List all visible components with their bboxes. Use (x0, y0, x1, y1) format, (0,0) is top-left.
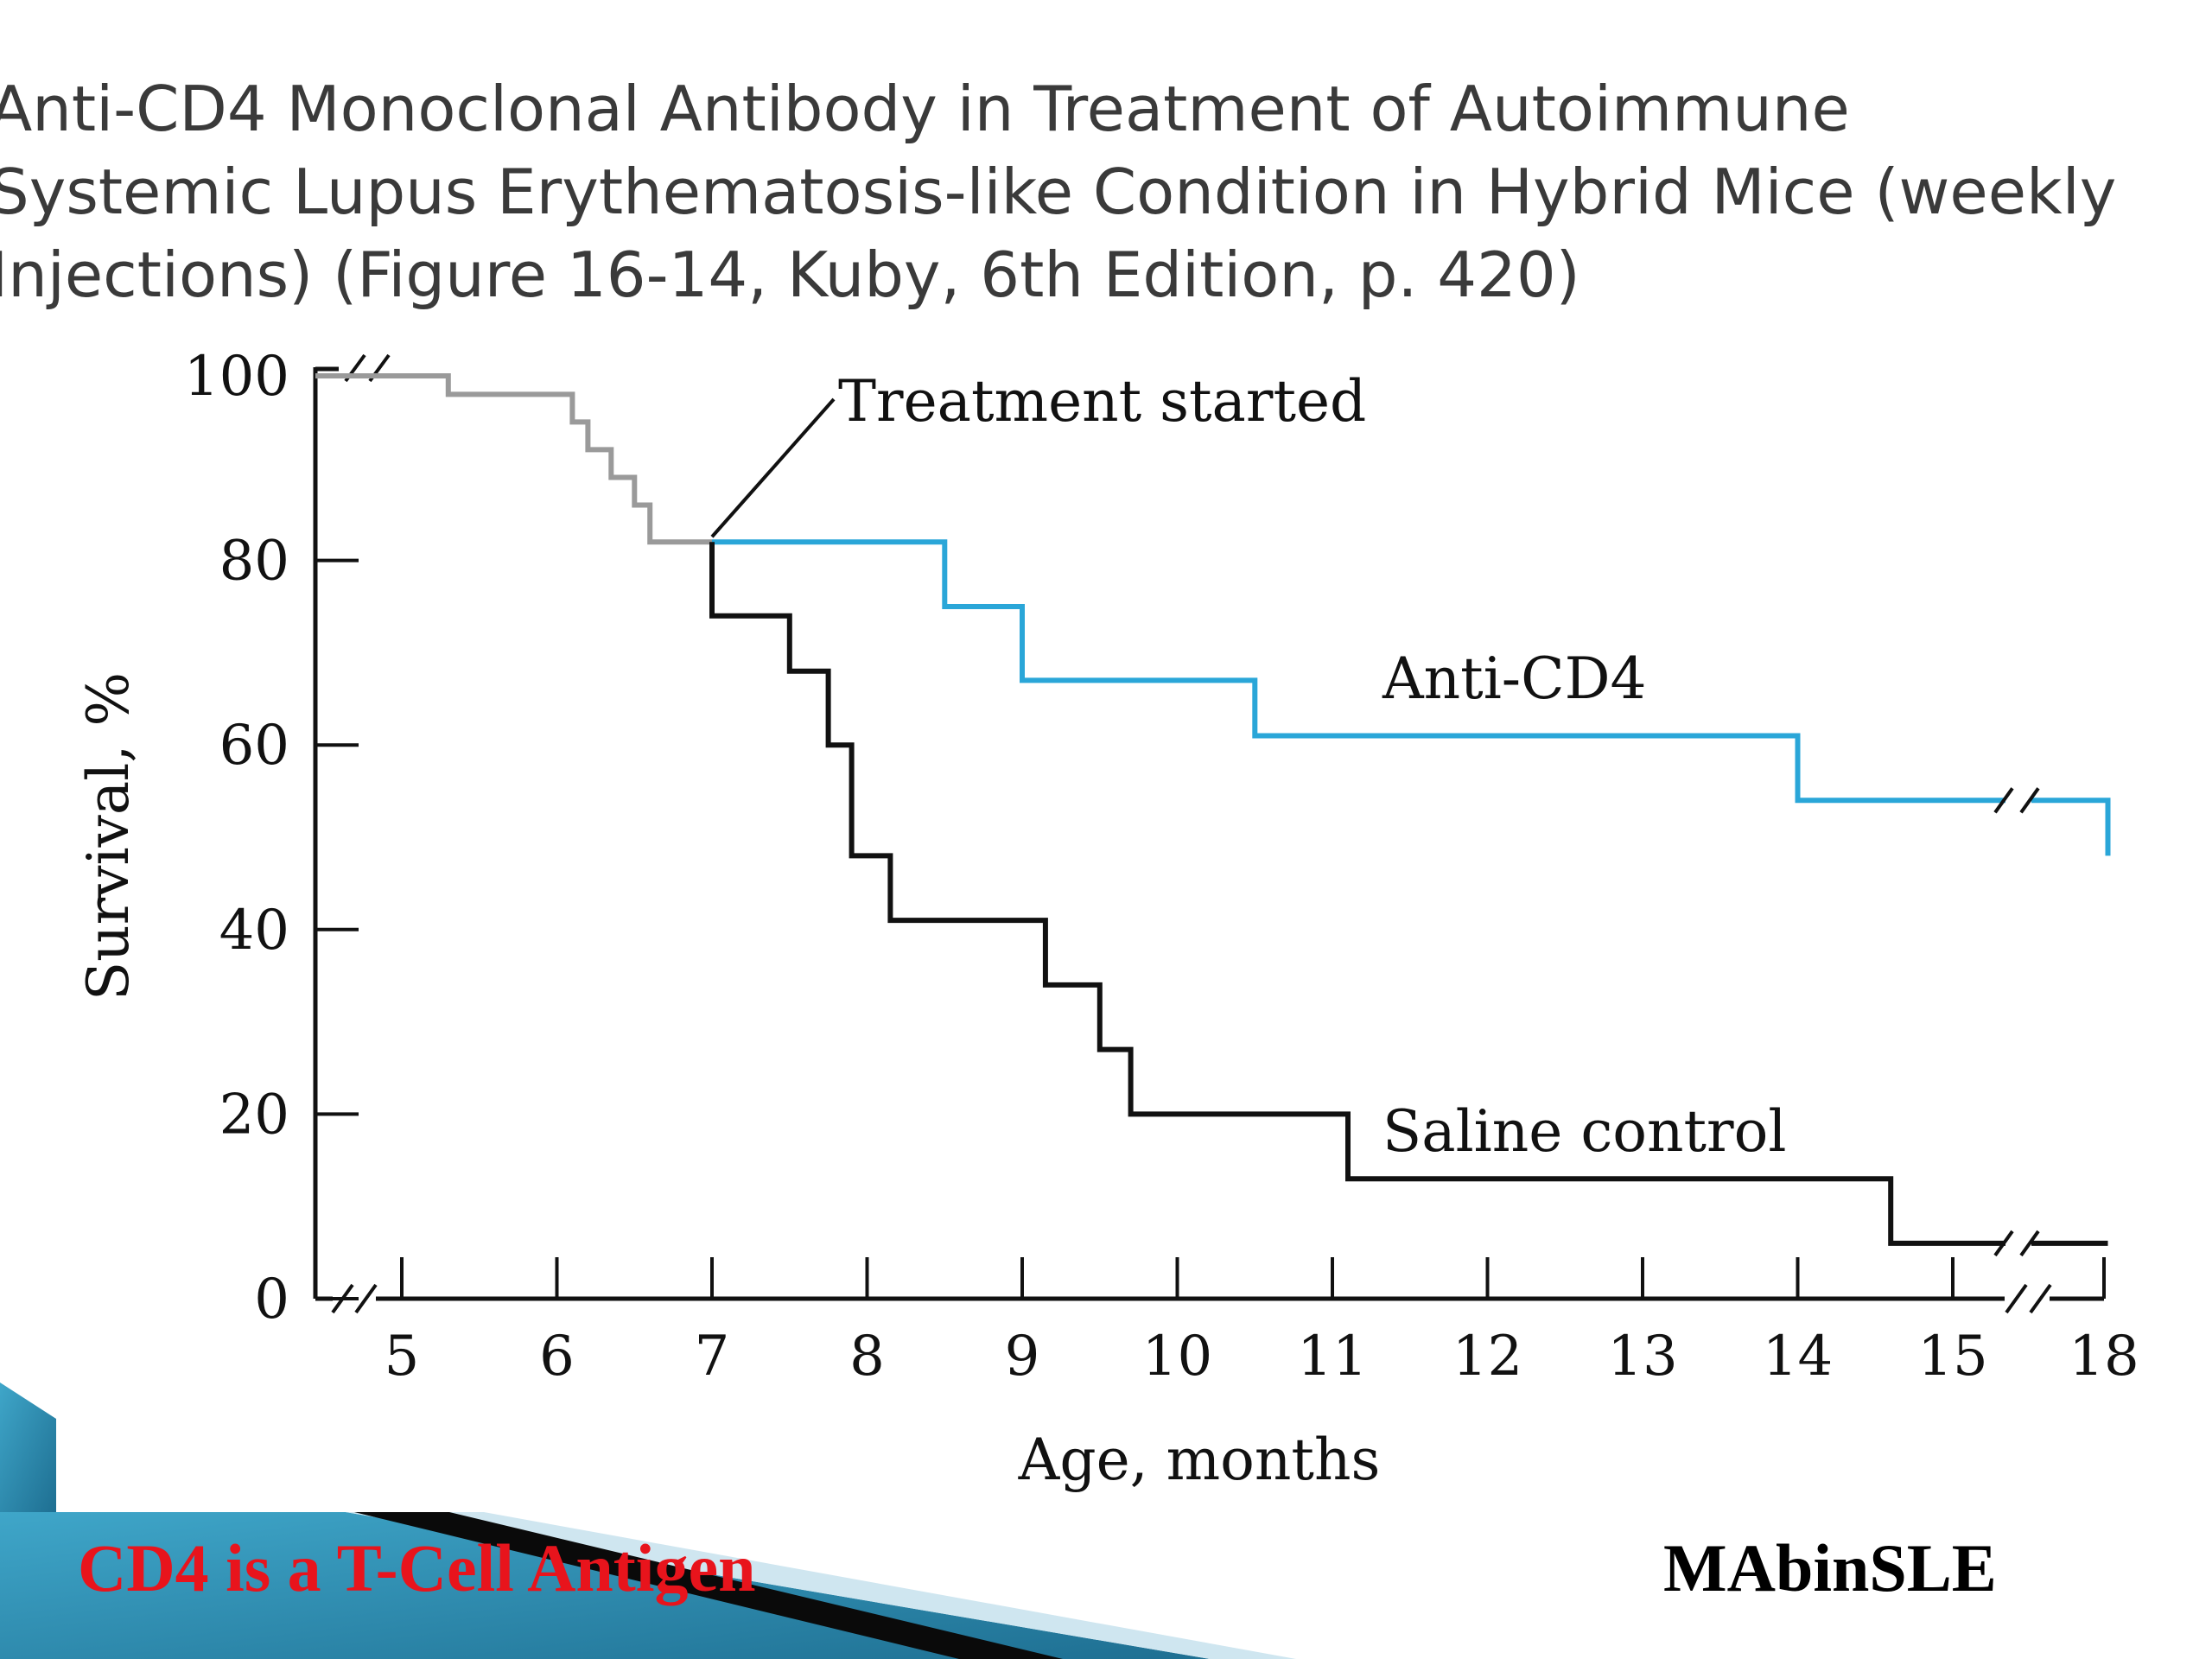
chart-series (315, 373, 2111, 1257)
x-break-mark (2005, 1283, 2028, 1314)
chart-labels: 0 20 40 60 80 100 5 6 7 8 9 10 11 12 13 14 15 18 Survival,… (75, 345, 2139, 1493)
x-tick-label: 5 (385, 1325, 420, 1389)
y-tick-label: 60 (219, 714, 289, 778)
y-tick-label: 20 (219, 1083, 289, 1147)
series-break-mark (1993, 787, 2014, 814)
slide-title: Anti-CD4 Monoclonal Antibody in Treatmen… (0, 67, 2212, 316)
x-tick-label: 14 (1763, 1325, 1833, 1389)
x-tick-label: 7 (695, 1325, 730, 1389)
x-tick-label: 6 (539, 1325, 575, 1389)
title-line-3: Injections) (Figure 16-14, Kuby, 6th Edi… (0, 238, 1580, 311)
x-tick-label: 10 (1142, 1325, 1212, 1389)
title-line-1: Anti-CD4 Monoclonal Antibody in Treatmen… (0, 73, 1850, 145)
chart-axes (313, 353, 2106, 1314)
x-tick-label: 8 (849, 1325, 885, 1389)
x-break-mark (354, 1283, 378, 1314)
y-axis-title: Survival, % (75, 672, 142, 1001)
series-saline-control (709, 542, 2108, 1246)
series-break-mark (2019, 787, 2040, 814)
x-tick-label: 15 (1917, 1325, 1987, 1389)
footer-tag: MAbinSLE (1663, 1530, 1997, 1605)
anti-cd4-label: Anti-CD4 (1382, 645, 1647, 712)
slide-decoration (0, 1382, 1296, 1659)
x-tick-label: 11 (1297, 1325, 1367, 1389)
x-tick-label: 9 (1005, 1325, 1040, 1389)
treatment-started-label: Treatment started (838, 368, 1366, 435)
series-pre-treatment (315, 373, 712, 545)
deco-blue-band (0, 1382, 56, 1512)
series-break-mark (1993, 1230, 2014, 1257)
x-break-mark (2029, 1283, 2052, 1314)
y-tick-label: 100 (184, 345, 289, 409)
footer-caption: CD4 is a T-Cell Antigen (78, 1530, 756, 1605)
x-tick-label: 12 (1452, 1325, 1522, 1389)
y-tick-label: 0 (254, 1268, 289, 1332)
saline-control-label: Saline control (1382, 1098, 1786, 1165)
series-anti-cd4 (712, 539, 2111, 856)
series-break-mark (2019, 1230, 2040, 1257)
y-tick-label: 80 (219, 530, 289, 594)
deco-dark-stripe (354, 1512, 1063, 1659)
x-axis-title: Age, months (1018, 1427, 1381, 1493)
title-line-2: Systemic Lupus Erythematosis-like Condit… (0, 156, 2117, 228)
x-tick-label: 18 (2069, 1325, 2139, 1389)
treatment-leader-line (710, 397, 836, 538)
x-tick-label: 13 (1607, 1325, 1677, 1389)
y-tick-label: 40 (219, 899, 289, 963)
